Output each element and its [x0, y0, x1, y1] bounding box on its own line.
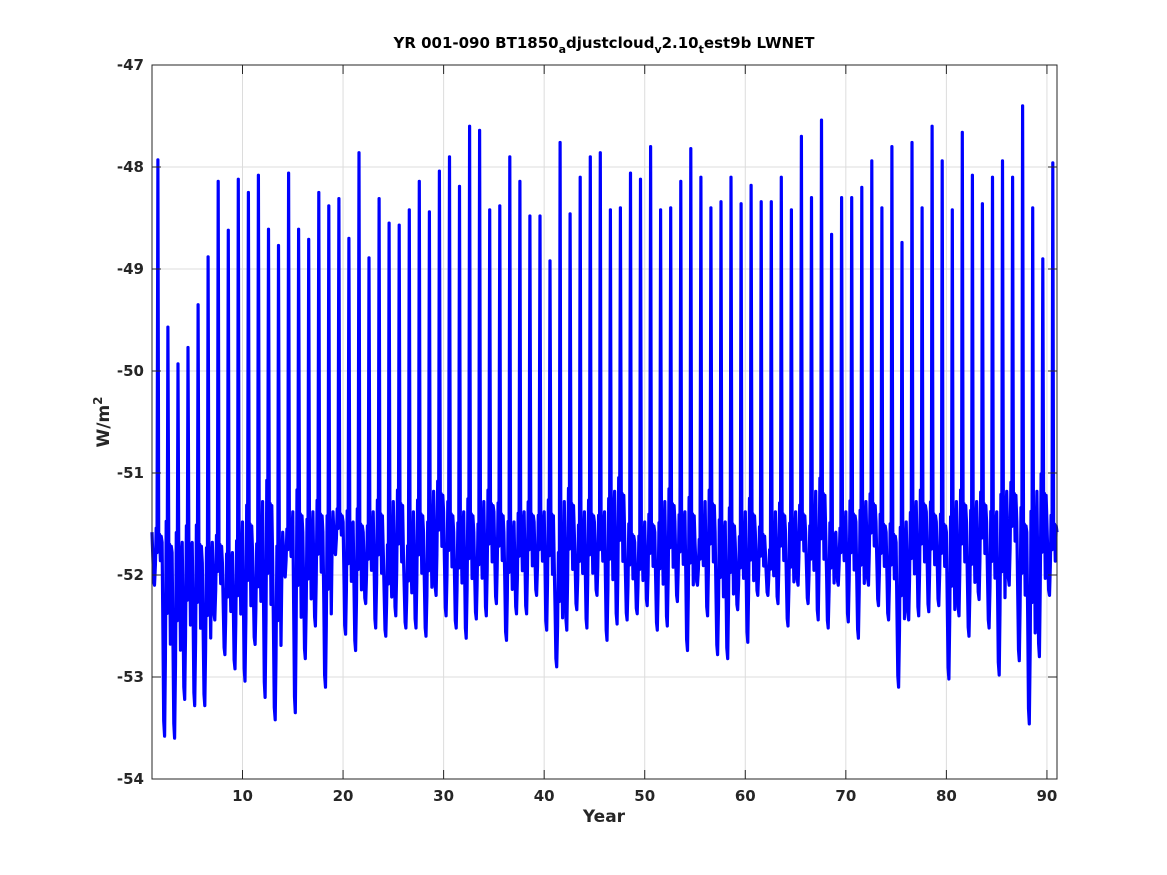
y-axis-label-main: W/m [94, 405, 114, 448]
y-tick-label: -48 [117, 158, 144, 176]
x-tick-label: 80 [936, 787, 957, 805]
y-axis-label-superscript: 2 [91, 396, 105, 404]
plot-axes-box [151, 64, 1058, 780]
y-tick-labels: -54 -53 -52 -51 -50 -49 -48 -47 [117, 56, 144, 788]
tick-marks [152, 64, 1057, 780]
x-tick-label: 60 [735, 787, 756, 805]
y-tick-label: -54 [117, 770, 144, 788]
x-tick-label: 30 [433, 787, 454, 805]
x-tick-label: 20 [333, 787, 354, 805]
title-segment: est9b LWNET [704, 34, 815, 52]
x-tick-label: 90 [1037, 787, 1058, 805]
title-segment: YR 001-090 BT1850 [392, 34, 558, 52]
plot-area-background [152, 65, 1057, 779]
y-tick-label: -52 [117, 566, 144, 584]
chart-title: YR 001-090 BT1850adjustcloudv2.10test9b … [392, 34, 815, 56]
series-layer [150, 104, 1059, 740]
y-tick-label: -53 [117, 668, 144, 686]
y-tick-label: -50 [117, 362, 144, 380]
y-axis-label: W/m2 [91, 396, 114, 447]
x-tick-label: 10 [232, 787, 253, 805]
y-tick-label: -47 [117, 56, 144, 74]
title-subscript: v [654, 43, 662, 56]
title-segment: djustcloud [566, 34, 654, 52]
title-segment: 2.10 [662, 34, 699, 52]
x-tick-label: 50 [634, 787, 655, 805]
x-tick-labels: 10 20 30 40 50 60 70 80 90 [232, 787, 1057, 805]
title-subscript: t [699, 43, 704, 56]
x-tick-label: 70 [835, 787, 856, 805]
series-line [150, 104, 1059, 740]
title-subscript: a [559, 43, 566, 56]
x-axis-label: Year [582, 807, 626, 827]
y-tick-label: -49 [117, 260, 144, 278]
x-tick-label: 40 [534, 787, 555, 805]
y-tick-label: -51 [117, 464, 144, 482]
